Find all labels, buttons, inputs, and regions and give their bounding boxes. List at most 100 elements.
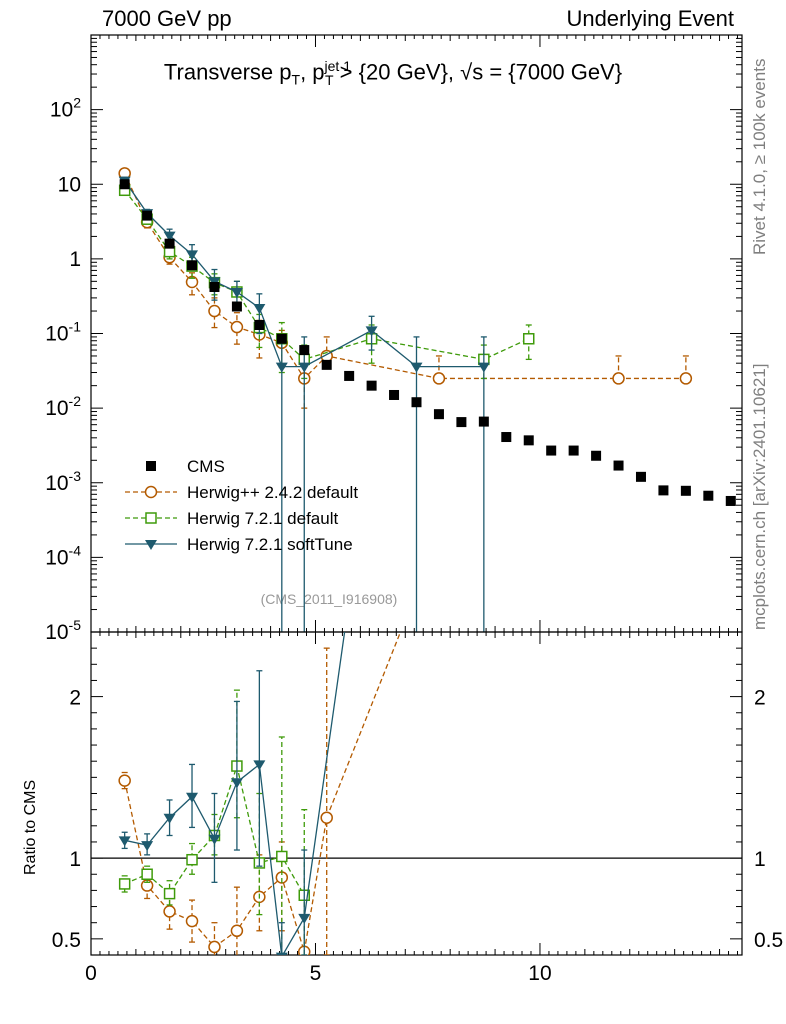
ratio-plot: 0 5 10 0.5 0.5 1 1 2 2 xyxy=(52,631,783,985)
series-0 xyxy=(119,179,736,506)
data-point xyxy=(366,380,377,391)
ratio-y-tick-label: 0.5 xyxy=(52,929,81,952)
data-point xyxy=(591,450,602,461)
ratio-ylabel: Ratio to CMS xyxy=(22,779,39,875)
legend-label: Herwig++ 2.4.2 default xyxy=(187,483,358,502)
ratio-point xyxy=(118,878,131,890)
data-point xyxy=(389,389,400,400)
ratio-point xyxy=(208,940,221,954)
data-point xyxy=(433,409,444,420)
data-point xyxy=(298,362,311,373)
ratio-point xyxy=(320,811,333,824)
legend-entry: Herwig 7.2.1 default xyxy=(125,509,338,528)
data-point xyxy=(231,301,242,312)
legend-entry: Herwig 7.2.1 softTune xyxy=(125,535,353,554)
ratio-point xyxy=(185,914,199,928)
data-point xyxy=(679,372,693,385)
x-tick-label: 5 xyxy=(310,962,322,985)
data-point xyxy=(432,372,446,385)
data-point xyxy=(275,362,288,373)
data-point xyxy=(344,370,355,381)
data-point xyxy=(703,490,714,501)
mcplots-label: mcplots.cern.ch [arXiv:2401.10621] xyxy=(750,363,769,630)
ratio-point xyxy=(275,952,288,955)
series-line xyxy=(124,189,530,361)
ratio-point xyxy=(163,887,176,900)
ratio-point xyxy=(230,778,243,789)
y-tick-base: 10 xyxy=(45,323,68,346)
y-tick-base: 10 xyxy=(45,546,68,569)
ratio-point xyxy=(186,853,198,866)
ratio-point xyxy=(230,924,244,938)
y-tick-exp: -2 xyxy=(69,393,82,409)
ratio-y-tick-label: 1 xyxy=(69,848,81,871)
data-point xyxy=(187,260,198,271)
data-point xyxy=(477,362,490,373)
y-tick-base: 10 xyxy=(45,397,68,420)
data-point xyxy=(230,320,244,334)
legend-entry: CMS xyxy=(146,457,225,476)
data-point xyxy=(612,372,625,385)
data-point xyxy=(456,417,467,428)
y-tick-exp: 2 xyxy=(73,95,81,111)
data-point xyxy=(164,238,175,249)
y-tick-label: 10-3 xyxy=(45,468,81,495)
ratio-y-tick-label-right: 0.5 xyxy=(754,929,783,952)
data-point xyxy=(725,495,736,506)
y-tick-label: 10-2 xyxy=(45,393,81,420)
data-point xyxy=(254,319,265,330)
data-point xyxy=(119,179,130,190)
ratio-point xyxy=(186,792,199,803)
y-tick-base: 10 xyxy=(45,621,68,644)
y-tick-label: 10-4 xyxy=(45,542,81,569)
ratio-line xyxy=(124,632,346,955)
legend-label: Herwig 7.2.1 softTune xyxy=(187,535,353,554)
header-left: 7000 GeV pp xyxy=(102,6,232,31)
data-point xyxy=(680,485,691,496)
ratio-point xyxy=(298,913,311,924)
y-tick-exp: -1 xyxy=(69,319,82,335)
data-point xyxy=(411,397,422,408)
title-suffix: > {20 GeV}, √s = {7000 GeV} xyxy=(333,59,623,85)
title-sup2: jet 1 xyxy=(324,58,351,74)
y-tick-exp: -5 xyxy=(69,617,82,633)
data-point xyxy=(501,432,512,443)
data-point xyxy=(522,333,535,345)
legend-marker xyxy=(146,461,156,471)
ratio-series-2 xyxy=(118,632,346,955)
legend-label: CMS xyxy=(187,457,225,476)
title-prefix: Transverse p xyxy=(163,59,292,85)
series-line xyxy=(124,173,686,380)
data-point xyxy=(230,287,243,298)
y-tick-label: 10-1 xyxy=(45,319,81,346)
data-point xyxy=(276,333,287,344)
series-1 xyxy=(118,167,693,409)
legend-marker xyxy=(145,512,157,524)
data-point xyxy=(163,231,176,242)
data-point xyxy=(142,210,153,221)
ratio-y-tick-label: 2 xyxy=(69,687,81,710)
data-point xyxy=(613,460,624,471)
data-point xyxy=(523,435,534,446)
ratio-line xyxy=(124,763,305,896)
data-point xyxy=(365,326,378,337)
ratio-point xyxy=(141,841,154,852)
y-tick-label: 10-5 xyxy=(45,617,81,644)
data-point xyxy=(253,303,266,314)
y-tick-base: 10 xyxy=(50,99,73,122)
legend-entry: Herwig++ 2.4.2 default xyxy=(125,483,358,502)
watermark: (CMS_2011_I916908) xyxy=(261,591,398,607)
x-tick-label: 10 xyxy=(528,962,551,985)
legend-marker xyxy=(144,485,158,499)
y-tick-label: 1 xyxy=(69,248,81,271)
data-point xyxy=(186,250,199,261)
data-point xyxy=(299,345,310,356)
y-tick-exp: -3 xyxy=(69,468,82,484)
data-point xyxy=(208,304,221,318)
header-right: Underlying Event xyxy=(566,6,734,31)
ratio-point xyxy=(253,760,266,771)
plot-title: Transverse pT, pjet 1T > {20 GeV}, √s = … xyxy=(0,58,786,88)
data-point xyxy=(209,281,220,292)
ratio-point xyxy=(118,836,131,847)
